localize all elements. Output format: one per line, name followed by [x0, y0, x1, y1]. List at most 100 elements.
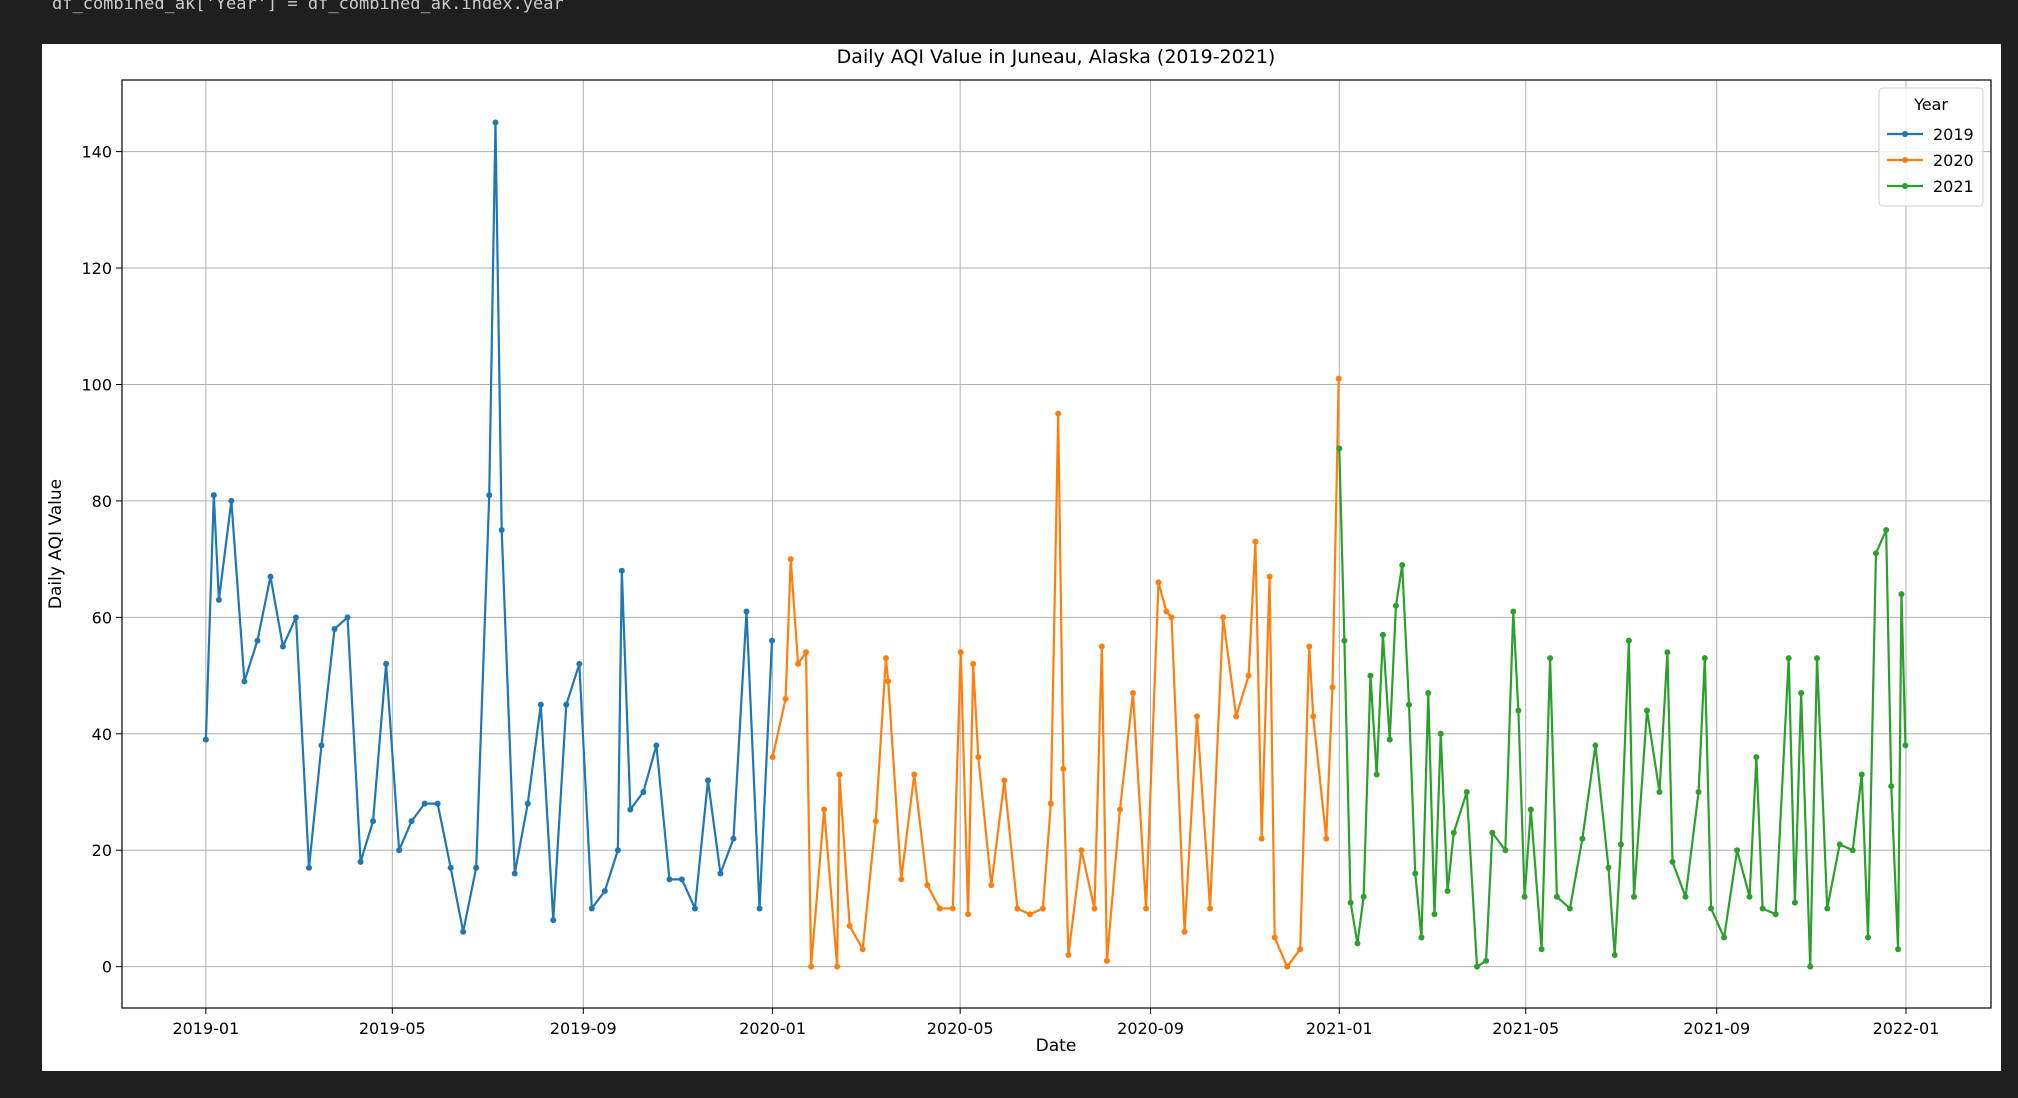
point [357, 858, 364, 865]
point [537, 701, 544, 708]
point [1444, 887, 1451, 894]
point [1807, 963, 1814, 970]
point [1181, 928, 1188, 935]
x-tick-label: 2022-01 [1873, 1019, 1940, 1038]
point [666, 876, 673, 883]
point [267, 573, 274, 580]
y-tick-label: 140 [81, 143, 112, 162]
point [1168, 614, 1175, 621]
point [743, 608, 750, 615]
point [1284, 963, 1291, 970]
point [1617, 841, 1624, 848]
point [1473, 963, 1480, 970]
point [1310, 713, 1317, 720]
point [1611, 952, 1618, 959]
point [408, 818, 415, 825]
y-tick-label: 80 [92, 492, 112, 511]
y-tick-label: 120 [81, 259, 112, 278]
point [1379, 631, 1386, 638]
legend-title: Year [1913, 95, 1948, 114]
point [228, 497, 235, 504]
y-tick-label: 100 [81, 375, 112, 394]
point [588, 905, 595, 912]
point [627, 806, 634, 813]
point [1734, 847, 1741, 854]
point [1605, 864, 1612, 871]
point [1625, 637, 1632, 644]
point [1425, 690, 1432, 697]
point [1888, 783, 1895, 790]
point [704, 777, 711, 784]
point [836, 771, 843, 778]
point [1258, 835, 1265, 842]
point [1143, 905, 1150, 912]
point [949, 905, 956, 912]
point [782, 695, 789, 702]
point [1039, 905, 1046, 912]
y-axis-label: Daily AQI Value [46, 479, 66, 609]
legend-label: 2019 [1933, 125, 1974, 144]
point [1098, 643, 1105, 650]
point [241, 678, 248, 685]
point [1872, 550, 1879, 557]
point [473, 864, 480, 871]
point [1883, 527, 1890, 534]
point [1579, 835, 1586, 842]
point [898, 876, 905, 883]
point [834, 963, 841, 970]
point [618, 567, 625, 574]
point [1630, 893, 1637, 900]
point [717, 870, 724, 877]
point [1791, 899, 1798, 906]
point [1014, 905, 1021, 912]
point [511, 870, 518, 877]
point [924, 882, 931, 889]
point [936, 905, 943, 912]
point [524, 800, 531, 807]
point [1708, 905, 1715, 912]
point [1695, 789, 1702, 796]
series-line [204, 121, 774, 933]
point [1483, 957, 1490, 964]
point [787, 556, 794, 563]
point [1682, 893, 1689, 900]
point [1060, 765, 1067, 772]
point [383, 660, 390, 667]
point [1207, 905, 1214, 912]
legend-marker [1902, 183, 1908, 189]
y-tick-label: 0 [102, 958, 112, 977]
point [1130, 690, 1137, 697]
legend-box [1878, 87, 1984, 207]
point [769, 637, 776, 644]
x-tick-label: 2020-05 [927, 1019, 994, 1038]
point [1405, 701, 1412, 708]
point [1746, 893, 1753, 900]
point [1450, 829, 1457, 836]
plot-frame [121, 79, 1992, 1009]
point [653, 742, 660, 749]
point [492, 119, 499, 126]
point [872, 818, 879, 825]
point [885, 678, 892, 685]
point [1078, 847, 1085, 854]
point [1489, 829, 1496, 836]
chart-title: Daily AQI Value in Juneau, Alaska (2019-… [837, 46, 1276, 68]
point [1656, 789, 1663, 796]
point [795, 660, 802, 667]
point [756, 905, 763, 912]
point [550, 917, 557, 924]
x-tick-label: 2021-09 [1683, 1019, 1750, 1038]
point [215, 596, 222, 603]
x-tick-label: 2021-01 [1306, 1019, 1373, 1038]
y-tick-label: 40 [92, 725, 112, 744]
figure-panel [42, 44, 2001, 1071]
point [1347, 899, 1354, 906]
point [210, 492, 217, 499]
point [1527, 806, 1534, 813]
point [1721, 934, 1728, 941]
x-axis-label: Date [1036, 1036, 1077, 1056]
point [1759, 905, 1766, 912]
x-tick-label: 2020-09 [1117, 1019, 1184, 1038]
